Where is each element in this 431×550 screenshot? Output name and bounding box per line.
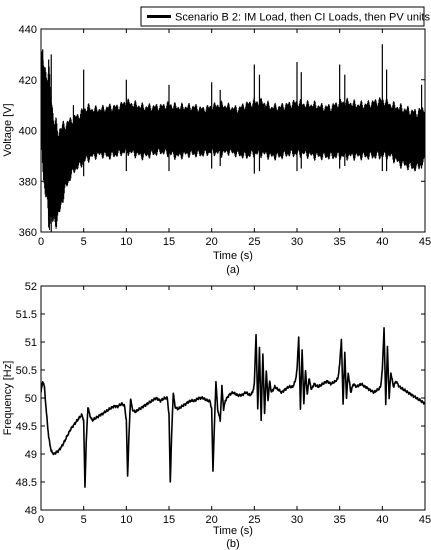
frequency-line	[41, 326, 425, 488]
legend: Scenario B 2: IM Load, then CI Loads, th…	[140, 6, 430, 27]
voltage-panel: 0 5 10 15 20 25 30 35 40 45 360 380 400 420 440 Time …	[2, 6, 431, 276]
voltage-y-tick-label: 400	[19, 126, 37, 138]
voltage-x-axis-label: Time (s)	[213, 250, 253, 262]
frequency-x-tick-label: 25	[248, 514, 260, 526]
panel-label-b: (b)	[226, 538, 239, 550]
frequency-x-tick-label: 40	[376, 514, 388, 526]
frequency-y-tick-label: 51	[25, 337, 37, 349]
voltage-y-tick-label: 440	[19, 24, 37, 36]
frequency-x-axis: 0 5 10 15 20 25 30 35 40 45	[38, 286, 431, 526]
frequency-y-axis-label: Frequency [Hz]	[2, 361, 14, 436]
frequency-x-tick-label: 20	[206, 514, 218, 526]
frequency-x-tick-label: 0	[38, 514, 44, 526]
voltage-x-tick-label: 15	[163, 236, 175, 248]
voltage-y-axis: 360 380 400 420 440	[19, 24, 425, 239]
voltage-x-tick-label: 25	[248, 236, 260, 248]
frequency-y-tick-label: 48.5	[16, 477, 37, 489]
frequency-series	[41, 326, 425, 488]
voltage-y-tick-label: 360	[19, 227, 37, 239]
voltage-y-tick-label: 420	[19, 75, 37, 87]
voltage-y-axis-label: Voltage [V]	[2, 103, 14, 156]
frequency-x-tick-label: 45	[419, 514, 431, 526]
frequency-x-tick-label: 5	[81, 514, 87, 526]
frequency-x-tick-label: 35	[334, 514, 346, 526]
frequency-y-tick-label: 48	[25, 505, 37, 517]
voltage-x-tick-label: 45	[419, 236, 431, 248]
frequency-x-axis-label: Time (s)	[213, 525, 253, 537]
voltage-x-axis: 0 5 10 15 20 25 30 35 40 45	[38, 29, 431, 248]
voltage-x-tick-label: 35	[334, 236, 346, 248]
voltage-x-tick-label: 30	[291, 236, 303, 248]
voltage-y-tick-label: 380	[19, 176, 37, 188]
voltage-series	[41, 44, 425, 232]
voltage-x-tick-label: 40	[376, 236, 388, 248]
legend-label: Scenario B 2: IM Load, then CI Loads, th…	[175, 12, 430, 24]
voltage-x-tick-label: 20	[206, 236, 218, 248]
frequency-y-tick-label: 49	[25, 449, 37, 461]
frequency-x-tick-label: 30	[291, 514, 303, 526]
frequency-panel: 0 5 10 15 20 25 30 35 40 45 48 48.5 49 49.5 50 50.5 51 5…	[2, 281, 431, 550]
voltage-x-tick-label: 5	[81, 236, 87, 248]
frequency-plot-area	[40, 285, 426, 511]
voltage-line	[41, 51, 425, 231]
frequency-y-axis: 48 48.5 49 49.5 50 50.5 51 51.5 52	[16, 281, 425, 517]
voltage-x-tick-label: 10	[120, 236, 132, 248]
frequency-y-tick-label: 51.5	[16, 309, 37, 321]
panel-label-a: (a)	[226, 264, 239, 276]
frequency-y-tick-label: 50	[25, 393, 37, 405]
frequency-y-tick-label: 52	[25, 281, 37, 293]
frequency-y-tick-label: 49.5	[16, 421, 37, 433]
voltage-x-tick-label: 0	[38, 236, 44, 248]
frequency-x-tick-label: 15	[163, 514, 175, 526]
voltage-band	[41, 44, 425, 232]
frequency-y-tick-label: 50.5	[16, 365, 37, 377]
frequency-x-tick-label: 10	[120, 514, 132, 526]
legend-box	[140, 6, 425, 27]
